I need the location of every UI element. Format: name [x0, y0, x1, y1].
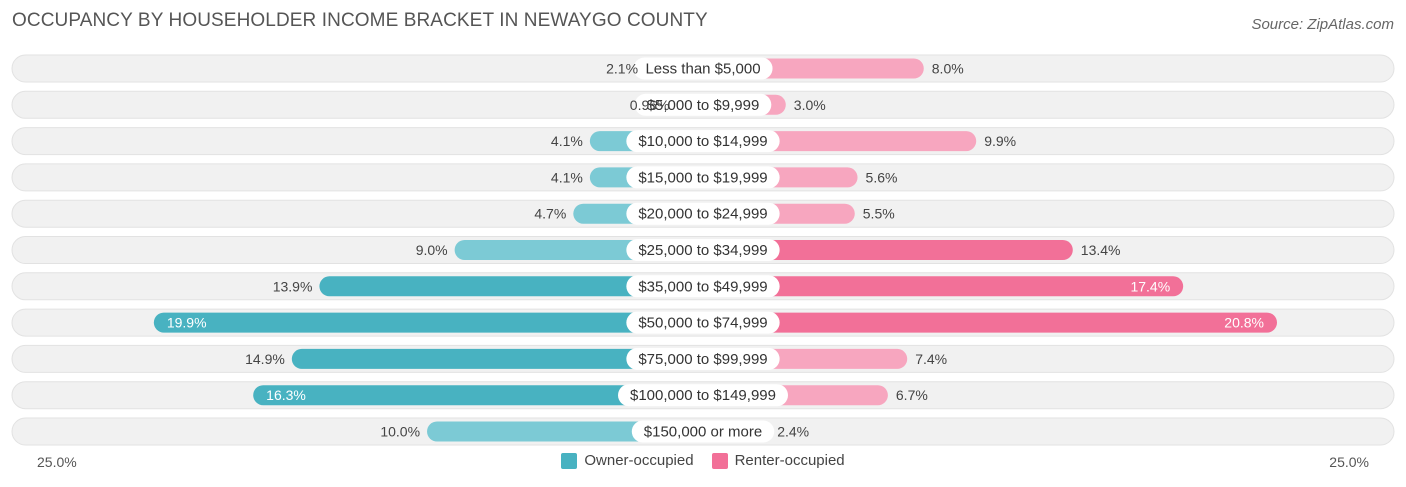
legend-label-owner: Owner-occupied	[584, 452, 694, 469]
renter-value-label: 5.6%	[866, 169, 898, 185]
owner-value-label: 4.1%	[551, 133, 583, 149]
renter-value-label: 17.4%	[1130, 278, 1170, 294]
category-label-bg	[626, 311, 780, 334]
renter-value-label: 5.5%	[863, 206, 895, 222]
category-label-bg	[626, 239, 780, 261]
renter-value-label: 8.0%	[932, 61, 964, 77]
category-label: Less than $5,000	[645, 61, 760, 78]
owner-value-label: 4.7%	[534, 206, 566, 222]
owner-bar	[291, 348, 713, 369]
legend-item-renter[interactable]: Renter-occupied	[711, 452, 845, 469]
owner-value-label: 4.1%	[551, 169, 583, 185]
category-label: $25,000 to $34,999	[638, 242, 767, 259]
category-label-bg	[626, 347, 780, 370]
category-label: $15,000 to $19,999	[638, 169, 767, 186]
renter-value-label: 7.4%	[915, 351, 947, 367]
legend-label-renter: Renter-occupied	[734, 452, 845, 469]
bar-chart: Less than $5,000 2.1% 8.0% $5,000 to $9,999…	[11, 54, 1395, 446]
renter-value-label: 2.4%	[777, 424, 809, 440]
category-label-bg	[626, 166, 780, 189]
renter-bar	[693, 240, 1073, 260]
category-label: $10,000 to $14,999	[638, 133, 767, 150]
category-label: $75,000 to $99,999	[638, 351, 767, 368]
category-label-bg	[626, 202, 780, 225]
legend-swatch-owner	[561, 452, 578, 469]
owner-value-label: 2.1%	[606, 61, 638, 77]
category-label: $35,000 to $49,999	[638, 278, 767, 295]
renter-value-label: 9.9%	[984, 133, 1016, 149]
category-label-bg	[633, 57, 773, 80]
renter-value-label: 13.4%	[1081, 242, 1121, 258]
category-label: $100,000 to $149,999	[630, 387, 776, 404]
renter-value-label: 3.0%	[794, 97, 826, 113]
owner-value-label: 19.9%	[167, 315, 207, 331]
category-label: $20,000 to $24,999	[638, 206, 767, 223]
renter-bar	[693, 312, 1277, 333]
owner-bar	[253, 385, 714, 406]
category-label: $150,000 or more	[644, 424, 762, 441]
legend: Owner-occupied Renter-occupied	[0, 452, 1406, 469]
legend-item-owner[interactable]: Owner-occupied	[561, 452, 694, 469]
owner-value-label: 10.0%	[380, 424, 420, 440]
owner-bar	[319, 276, 713, 297]
axis-right-label: 25.0%	[1329, 454, 1369, 470]
axis-left-label: 25.0%	[37, 454, 77, 470]
category-label-bg	[626, 130, 780, 153]
owner-value-label: 14.9%	[245, 351, 285, 367]
owner-value-label: 16.3%	[266, 387, 306, 403]
category-label: $50,000 to $74,999	[638, 315, 767, 332]
category-label: $5,000 to $9,999	[647, 97, 760, 114]
renter-value-label: 6.7%	[896, 387, 928, 403]
category-label-bg	[618, 384, 788, 407]
legend-swatch-renter	[711, 452, 728, 469]
owner-value-label: 9.0%	[416, 242, 448, 258]
source-label: Source: ZipAtlas.com	[1251, 16, 1394, 33]
category-label-bg	[631, 420, 775, 443]
renter-bar	[693, 276, 1184, 297]
owner-bar	[153, 312, 713, 333]
chart-title: OCCUPANCY BY HOUSEHOLDER INCOME BRACKET …	[12, 10, 708, 31]
owner-value-label: 0.96%	[630, 97, 670, 113]
owner-value-label: 13.9%	[273, 278, 313, 294]
category-label-bg	[634, 93, 772, 116]
category-label-bg	[626, 275, 780, 298]
renter-value-label: 20.8%	[1224, 315, 1264, 331]
